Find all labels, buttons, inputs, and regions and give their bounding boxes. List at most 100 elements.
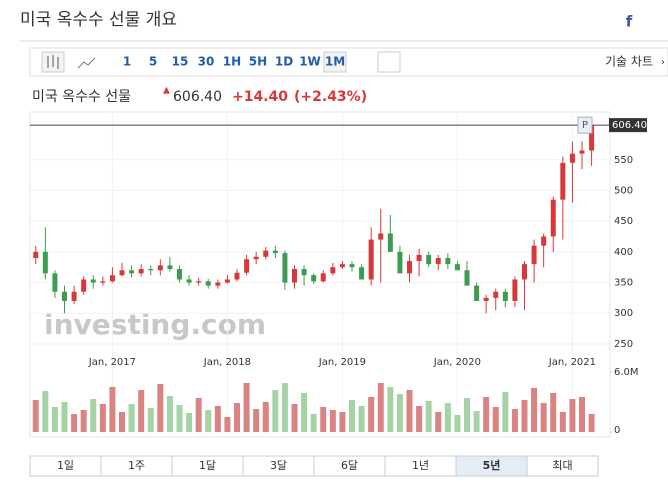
volume-bar [291, 404, 298, 432]
range-tab-label[interactable]: 1주 [128, 459, 145, 472]
line-type-button[interactable] [77, 57, 96, 69]
volume-bar [329, 410, 336, 432]
candle-body [62, 291, 67, 301]
x-tick-label: Jan, 2021 [548, 357, 596, 368]
candle-body [52, 273, 58, 292]
interval-button[interactable]: 1W [299, 55, 321, 69]
marker-bg[interactable] [577, 116, 593, 134]
volume-bar [195, 398, 202, 432]
volume-bar [262, 402, 269, 432]
range-tab-label[interactable]: 최대 [552, 459, 572, 472]
interval-button[interactable]: 5H [249, 55, 267, 69]
candle-body [215, 282, 221, 286]
candle-body [42, 251, 48, 274]
candle-body [560, 162, 566, 200]
candle-body [531, 245, 537, 265]
volume-bar [51, 407, 58, 432]
volume-bar [214, 406, 221, 432]
x-tick-label: Jan, 2019 [318, 357, 366, 368]
candle-body [368, 239, 374, 280]
facebook-icon-bg[interactable] [622, 12, 636, 30]
price-label-bg [609, 118, 647, 133]
volume-bar [425, 401, 432, 432]
candle-body [129, 270, 135, 274]
volume-bar [243, 383, 250, 432]
interval-button[interactable]: 1M [325, 55, 345, 69]
candle-body [407, 261, 412, 274]
volume-bar [377, 383, 384, 432]
plot-frame [29, 111, 611, 438]
interval-active-bg[interactable] [323, 51, 347, 73]
volume-bar [176, 405, 183, 432]
y-tick-label: 250 [614, 339, 633, 350]
volume-bar [579, 397, 585, 432]
quote-change-pct: (+2.43%) [294, 89, 367, 105]
interval-button[interactable]: 1H [223, 55, 241, 69]
candle-body [493, 291, 499, 298]
candle-body [263, 250, 269, 257]
volume-bar [406, 390, 413, 432]
up-arrow: ▲ [163, 86, 170, 96]
volume-bar [32, 400, 39, 432]
volume-bar [444, 403, 451, 432]
candle-body [272, 250, 278, 254]
candle-body [157, 265, 163, 271]
y-tick-label: 450 [614, 216, 633, 227]
volume-bar [358, 406, 365, 432]
interval-button[interactable]: 30 [198, 55, 215, 69]
candle-body [148, 269, 154, 271]
volume-bar [157, 384, 164, 432]
candle-body [454, 264, 460, 271]
volume-bar [71, 414, 78, 432]
candle-body [33, 251, 39, 258]
x-tick-label: Jan, 2017 [88, 357, 136, 368]
candle-body [100, 281, 106, 283]
layout-button[interactable] [377, 51, 401, 73]
volume-bar [464, 398, 470, 432]
range-tab-label[interactable]: 3달 [270, 459, 287, 472]
facebook-icon[interactable]: f [626, 13, 633, 31]
candle-body [483, 297, 489, 301]
candle-body [138, 269, 144, 274]
tech-chart-link[interactable]: 기술 차트 [605, 55, 653, 69]
candle-body [474, 285, 480, 301]
candle-body [579, 150, 585, 154]
candle-body [224, 279, 230, 283]
volume-bar [109, 387, 116, 432]
candle-body [90, 279, 96, 283]
interval-button[interactable]: 1D [275, 55, 293, 69]
candle-body [186, 279, 192, 283]
candle-body [167, 265, 173, 270]
range-tab-label[interactable]: 1년 [412, 459, 429, 472]
marker[interactable]: P [582, 120, 588, 131]
volume-bar [310, 414, 317, 432]
volume-bar [387, 387, 394, 432]
candle-body [81, 279, 87, 292]
volume-bar [521, 400, 528, 432]
interval-button[interactable]: 5 [149, 55, 157, 69]
y-tick-label: 550 [614, 155, 633, 166]
candle-body [177, 269, 182, 280]
candle-body [311, 275, 317, 282]
candle-body [387, 233, 393, 252]
range-tab-label[interactable]: 1달 [199, 459, 216, 472]
candle-body [339, 264, 345, 268]
candle-body [330, 267, 336, 274]
range-tab-label[interactable]: 1일 [57, 458, 74, 472]
range-tab[interactable] [526, 455, 599, 477]
range-tab-label[interactable]: 5년 [483, 458, 501, 472]
x-tick-label: Jan, 2020 [433, 357, 481, 368]
y2-tick-label: 0 [614, 425, 620, 436]
interval-button[interactable]: 15 [172, 55, 189, 69]
candle-body [196, 281, 202, 283]
volume-bar [531, 388, 538, 432]
range-tab-label[interactable]: 6달 [341, 459, 358, 472]
interval-button[interactable]: 1 [123, 55, 131, 69]
volume-bar [147, 408, 154, 432]
candle-body [502, 291, 508, 301]
volume-bar [166, 396, 173, 432]
arrow: › [661, 57, 665, 68]
volume-bar [301, 393, 308, 432]
volume-bar [90, 399, 97, 432]
